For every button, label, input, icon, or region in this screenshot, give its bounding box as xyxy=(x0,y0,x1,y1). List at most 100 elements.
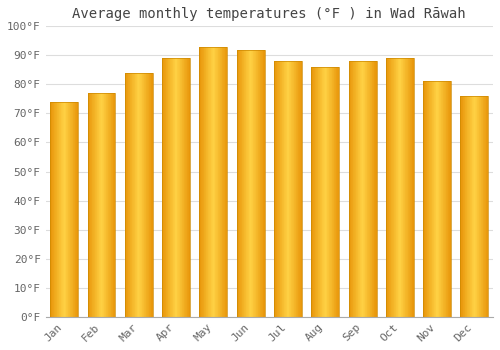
Bar xyxy=(283,61,284,317)
Bar xyxy=(358,61,359,317)
Bar xyxy=(400,58,401,317)
Bar xyxy=(318,67,319,317)
Bar xyxy=(50,102,78,317)
Bar xyxy=(95,93,96,317)
Bar xyxy=(248,49,250,317)
Bar xyxy=(423,82,424,317)
Bar xyxy=(485,96,486,317)
Bar xyxy=(370,61,371,317)
Bar xyxy=(93,93,94,317)
Bar xyxy=(260,49,261,317)
Bar xyxy=(261,49,262,317)
Bar xyxy=(292,61,293,317)
Bar xyxy=(300,61,301,317)
Bar xyxy=(386,58,387,317)
Bar xyxy=(204,47,205,317)
Bar xyxy=(164,58,165,317)
Bar xyxy=(393,58,394,317)
Bar xyxy=(276,61,277,317)
Bar xyxy=(50,102,51,317)
Bar xyxy=(143,73,144,317)
Bar xyxy=(246,49,247,317)
Bar xyxy=(131,73,132,317)
Bar xyxy=(282,61,283,317)
Bar xyxy=(486,96,487,317)
Bar xyxy=(221,47,222,317)
Bar xyxy=(98,93,100,317)
Bar xyxy=(445,82,446,317)
Bar xyxy=(72,102,74,317)
Bar xyxy=(312,67,314,317)
Bar xyxy=(298,61,299,317)
Bar xyxy=(177,58,178,317)
Bar xyxy=(394,58,395,317)
Bar xyxy=(369,61,370,317)
Bar xyxy=(218,47,219,317)
Bar xyxy=(475,96,476,317)
Bar xyxy=(374,61,375,317)
Bar xyxy=(106,93,107,317)
Bar xyxy=(402,58,404,317)
Bar xyxy=(408,58,409,317)
Bar xyxy=(460,96,488,317)
Bar xyxy=(413,58,414,317)
Bar xyxy=(176,58,177,317)
Bar xyxy=(473,96,474,317)
Bar xyxy=(435,82,436,317)
Bar xyxy=(88,93,116,317)
Bar xyxy=(148,73,150,317)
Bar xyxy=(472,96,473,317)
Bar xyxy=(140,73,141,317)
Bar xyxy=(359,61,360,317)
Bar xyxy=(360,61,361,317)
Bar xyxy=(90,93,91,317)
Bar xyxy=(162,58,190,317)
Bar xyxy=(293,61,294,317)
Bar xyxy=(450,82,451,317)
Bar xyxy=(299,61,300,317)
Bar xyxy=(410,58,411,317)
Bar xyxy=(337,67,338,317)
Bar xyxy=(355,61,356,317)
Bar xyxy=(110,93,112,317)
Bar xyxy=(219,47,220,317)
Bar xyxy=(462,96,463,317)
Bar xyxy=(373,61,374,317)
Bar xyxy=(487,96,488,317)
Bar xyxy=(57,102,58,317)
Bar xyxy=(102,93,103,317)
Bar xyxy=(94,93,95,317)
Bar xyxy=(480,96,482,317)
Bar xyxy=(207,47,208,317)
Bar xyxy=(398,58,399,317)
Bar xyxy=(478,96,480,317)
Bar xyxy=(180,58,181,317)
Bar xyxy=(71,102,72,317)
Bar xyxy=(214,47,215,317)
Bar xyxy=(205,47,206,317)
Bar xyxy=(138,73,139,317)
Bar xyxy=(54,102,55,317)
Bar xyxy=(274,61,276,317)
Bar xyxy=(209,47,210,317)
Bar xyxy=(461,96,462,317)
Bar xyxy=(62,102,63,317)
Bar xyxy=(464,96,466,317)
Bar xyxy=(406,58,407,317)
Bar xyxy=(103,93,104,317)
Bar xyxy=(256,49,257,317)
Bar xyxy=(183,58,184,317)
Bar xyxy=(438,82,439,317)
Bar xyxy=(448,82,449,317)
Bar xyxy=(100,93,101,317)
Bar xyxy=(295,61,296,317)
Bar xyxy=(178,58,179,317)
Bar xyxy=(133,73,134,317)
Bar xyxy=(96,93,98,317)
Bar xyxy=(144,73,145,317)
Bar xyxy=(142,73,143,317)
Bar xyxy=(409,58,410,317)
Bar xyxy=(166,58,167,317)
Bar xyxy=(125,73,153,317)
Bar xyxy=(174,58,176,317)
